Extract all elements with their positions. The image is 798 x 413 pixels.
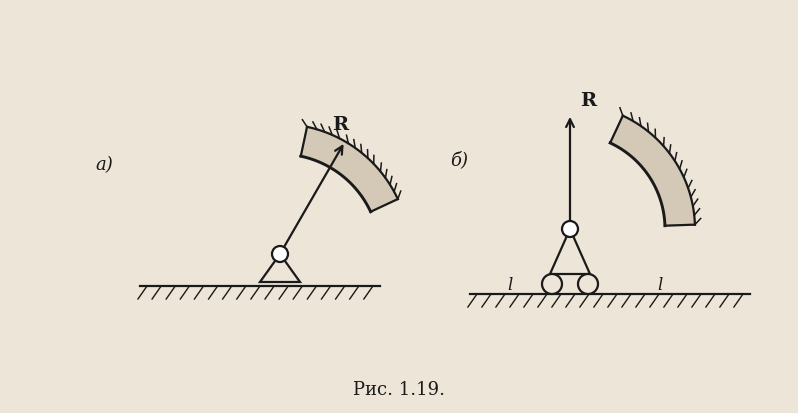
- Circle shape: [578, 274, 598, 294]
- Circle shape: [542, 274, 562, 294]
- Polygon shape: [610, 116, 695, 226]
- Text: Рис. 1.19.: Рис. 1.19.: [353, 380, 445, 398]
- Text: а): а): [95, 156, 113, 173]
- Text: R: R: [332, 116, 348, 134]
- Text: l: l: [658, 276, 662, 293]
- Text: б): б): [450, 151, 468, 169]
- Circle shape: [272, 247, 288, 262]
- Circle shape: [562, 221, 578, 237]
- Text: R: R: [580, 92, 596, 110]
- Text: l: l: [508, 276, 512, 293]
- Polygon shape: [301, 128, 398, 212]
